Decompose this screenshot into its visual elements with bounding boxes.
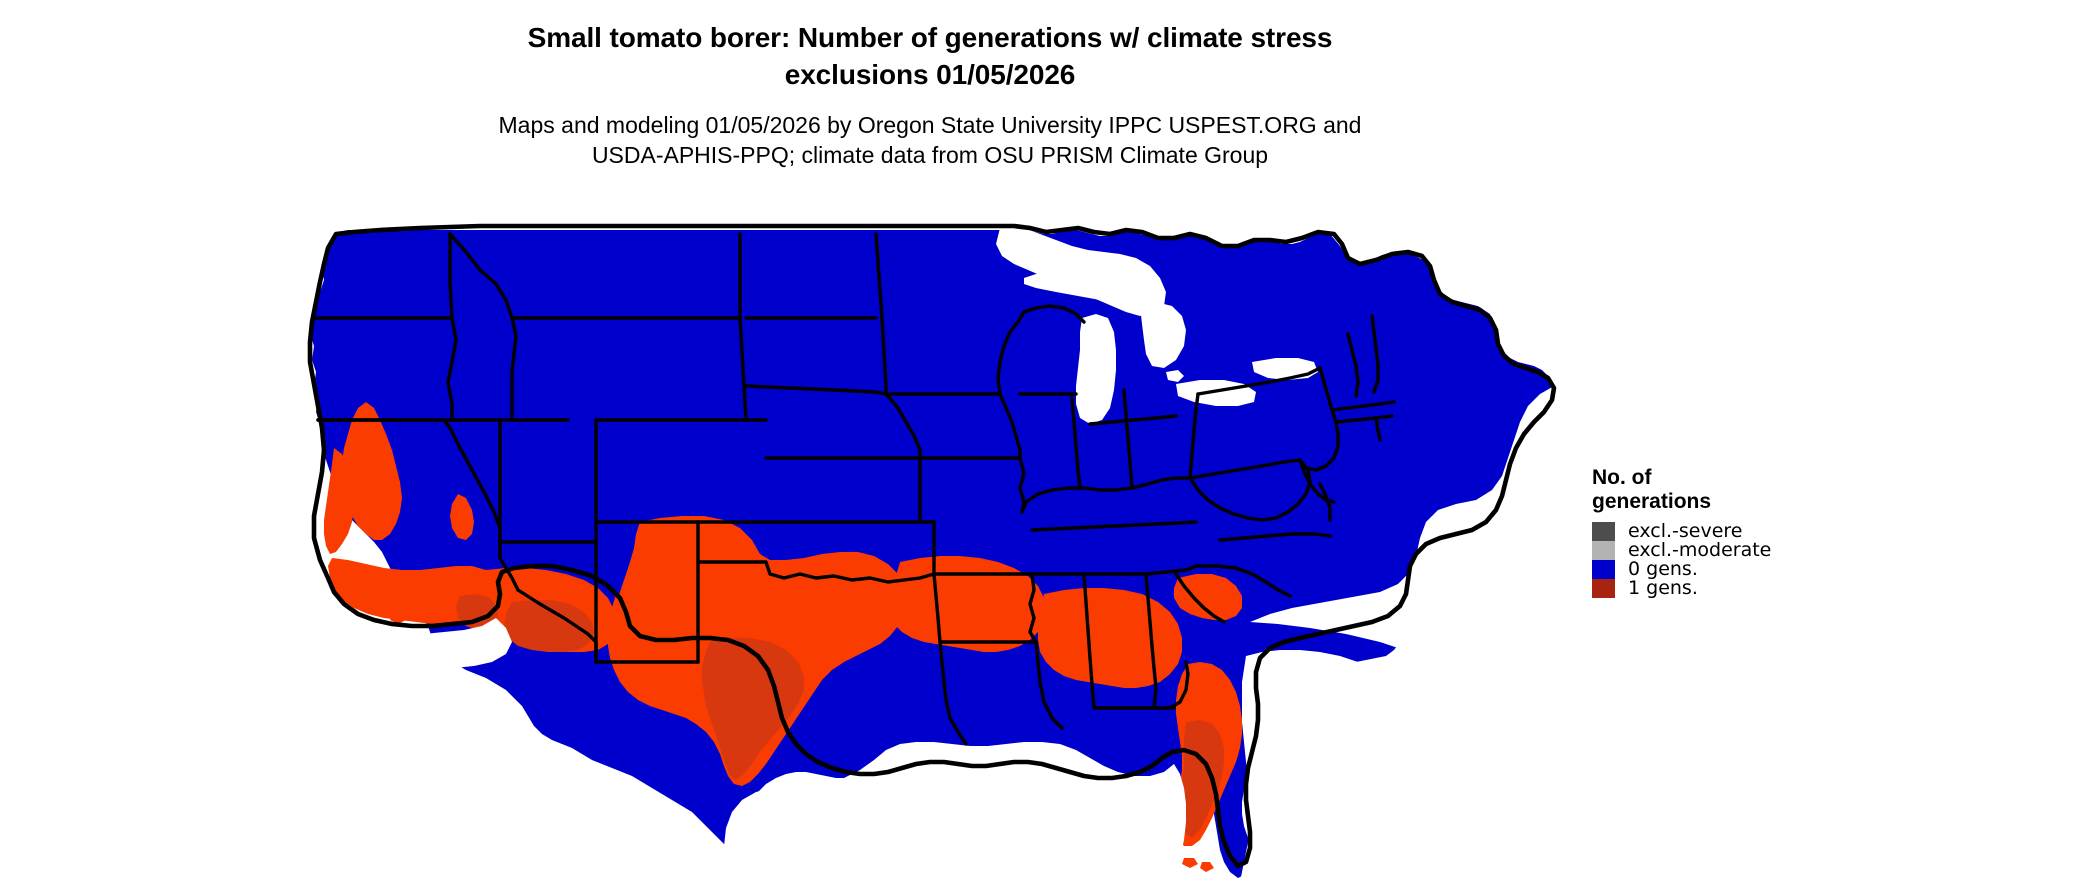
legend-items: excl.-severe excl.-moderate 0 gens. 1 ge… [1592,520,1892,600]
page-title: Small tomato borer: Number of generation… [527,22,1333,90]
legend-swatch-0-gens [1592,560,1615,580]
legend-swatch-excl-severe [1592,522,1615,542]
legend-title: No. of generations [1592,466,1712,513]
region-1-gens-intense [456,594,1224,838]
legend-label-excl-severe: excl.-severe [1628,520,1743,543]
legend-swatch-1-gens [1592,579,1615,599]
legend: No. of generations excl.-severe excl.-mo… [1592,466,1892,600]
title-block: Small tomato borer: Number of generation… [0,20,1860,171]
page-subtitle: Maps and modeling 01/05/2026 by Oregon S… [498,111,1362,169]
us-map[interactable] [300,222,1560,882]
legend-row[interactable]: excl.-severe [1592,520,1892,543]
legend-label-0-gens: 0 gens. [1628,558,1698,581]
us-map-svg[interactable] [300,222,1560,882]
legend-row[interactable]: 1 gens. [1592,577,1892,600]
legend-row[interactable]: 0 gens. [1592,558,1892,581]
legend-row[interactable]: excl.-moderate [1592,539,1892,562]
legend-swatch-excl-moderate [1592,541,1615,561]
state-boundaries [307,223,1557,869]
legend-label-1-gens: 1 gens. [1628,577,1698,600]
legend-label-excl-moderate: excl.-moderate [1628,539,1772,562]
ocean-mask [300,222,1560,882]
